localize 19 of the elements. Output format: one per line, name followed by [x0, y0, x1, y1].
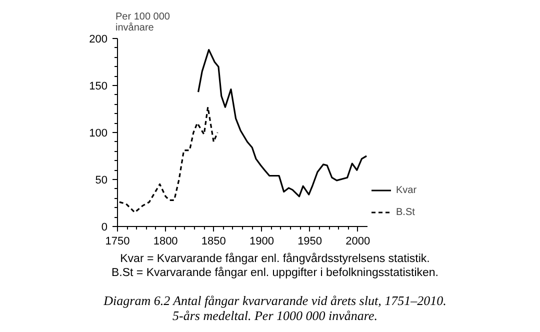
- text: Kvar = Kvarvarande fångar enl. fångvårdsstyrelsens statistik.: [120, 253, 430, 265]
- x-tick-label: 1850: [201, 236, 226, 248]
- text: Diagram 6.2 Antal fångar kvarvarande vid årets slut, 1751–2010.: [104, 293, 446, 308]
- x-tick-label: 1950: [298, 236, 322, 248]
- legend-label: Kvar: [396, 184, 417, 196]
- line-series: [197, 48, 368, 198]
- y-tick-label: 150: [89, 80, 108, 92]
- y-tick-label: 0: [101, 222, 108, 234]
- y-tick-label: 200: [89, 34, 108, 46]
- y-axis-title: Per 100 000 invånare: [116, 12, 170, 34]
- x-tick-label: 2000: [346, 236, 370, 248]
- text: B.St = Kvarvarande fångar enl. uppgifter i befolkningsstatistiken.: [112, 267, 438, 279]
- y-tick-label: 100: [89, 128, 108, 140]
- legend-label: B.St: [396, 206, 416, 218]
- x-tick-label: 1750: [105, 236, 130, 248]
- text: 5-års medeltal. Per 1000 000 invånare.: [172, 308, 378, 323]
- x-tick-label: 1800: [153, 236, 178, 248]
- x-tick-label: 1900: [249, 236, 274, 248]
- y-tick-label: 50: [95, 174, 108, 186]
